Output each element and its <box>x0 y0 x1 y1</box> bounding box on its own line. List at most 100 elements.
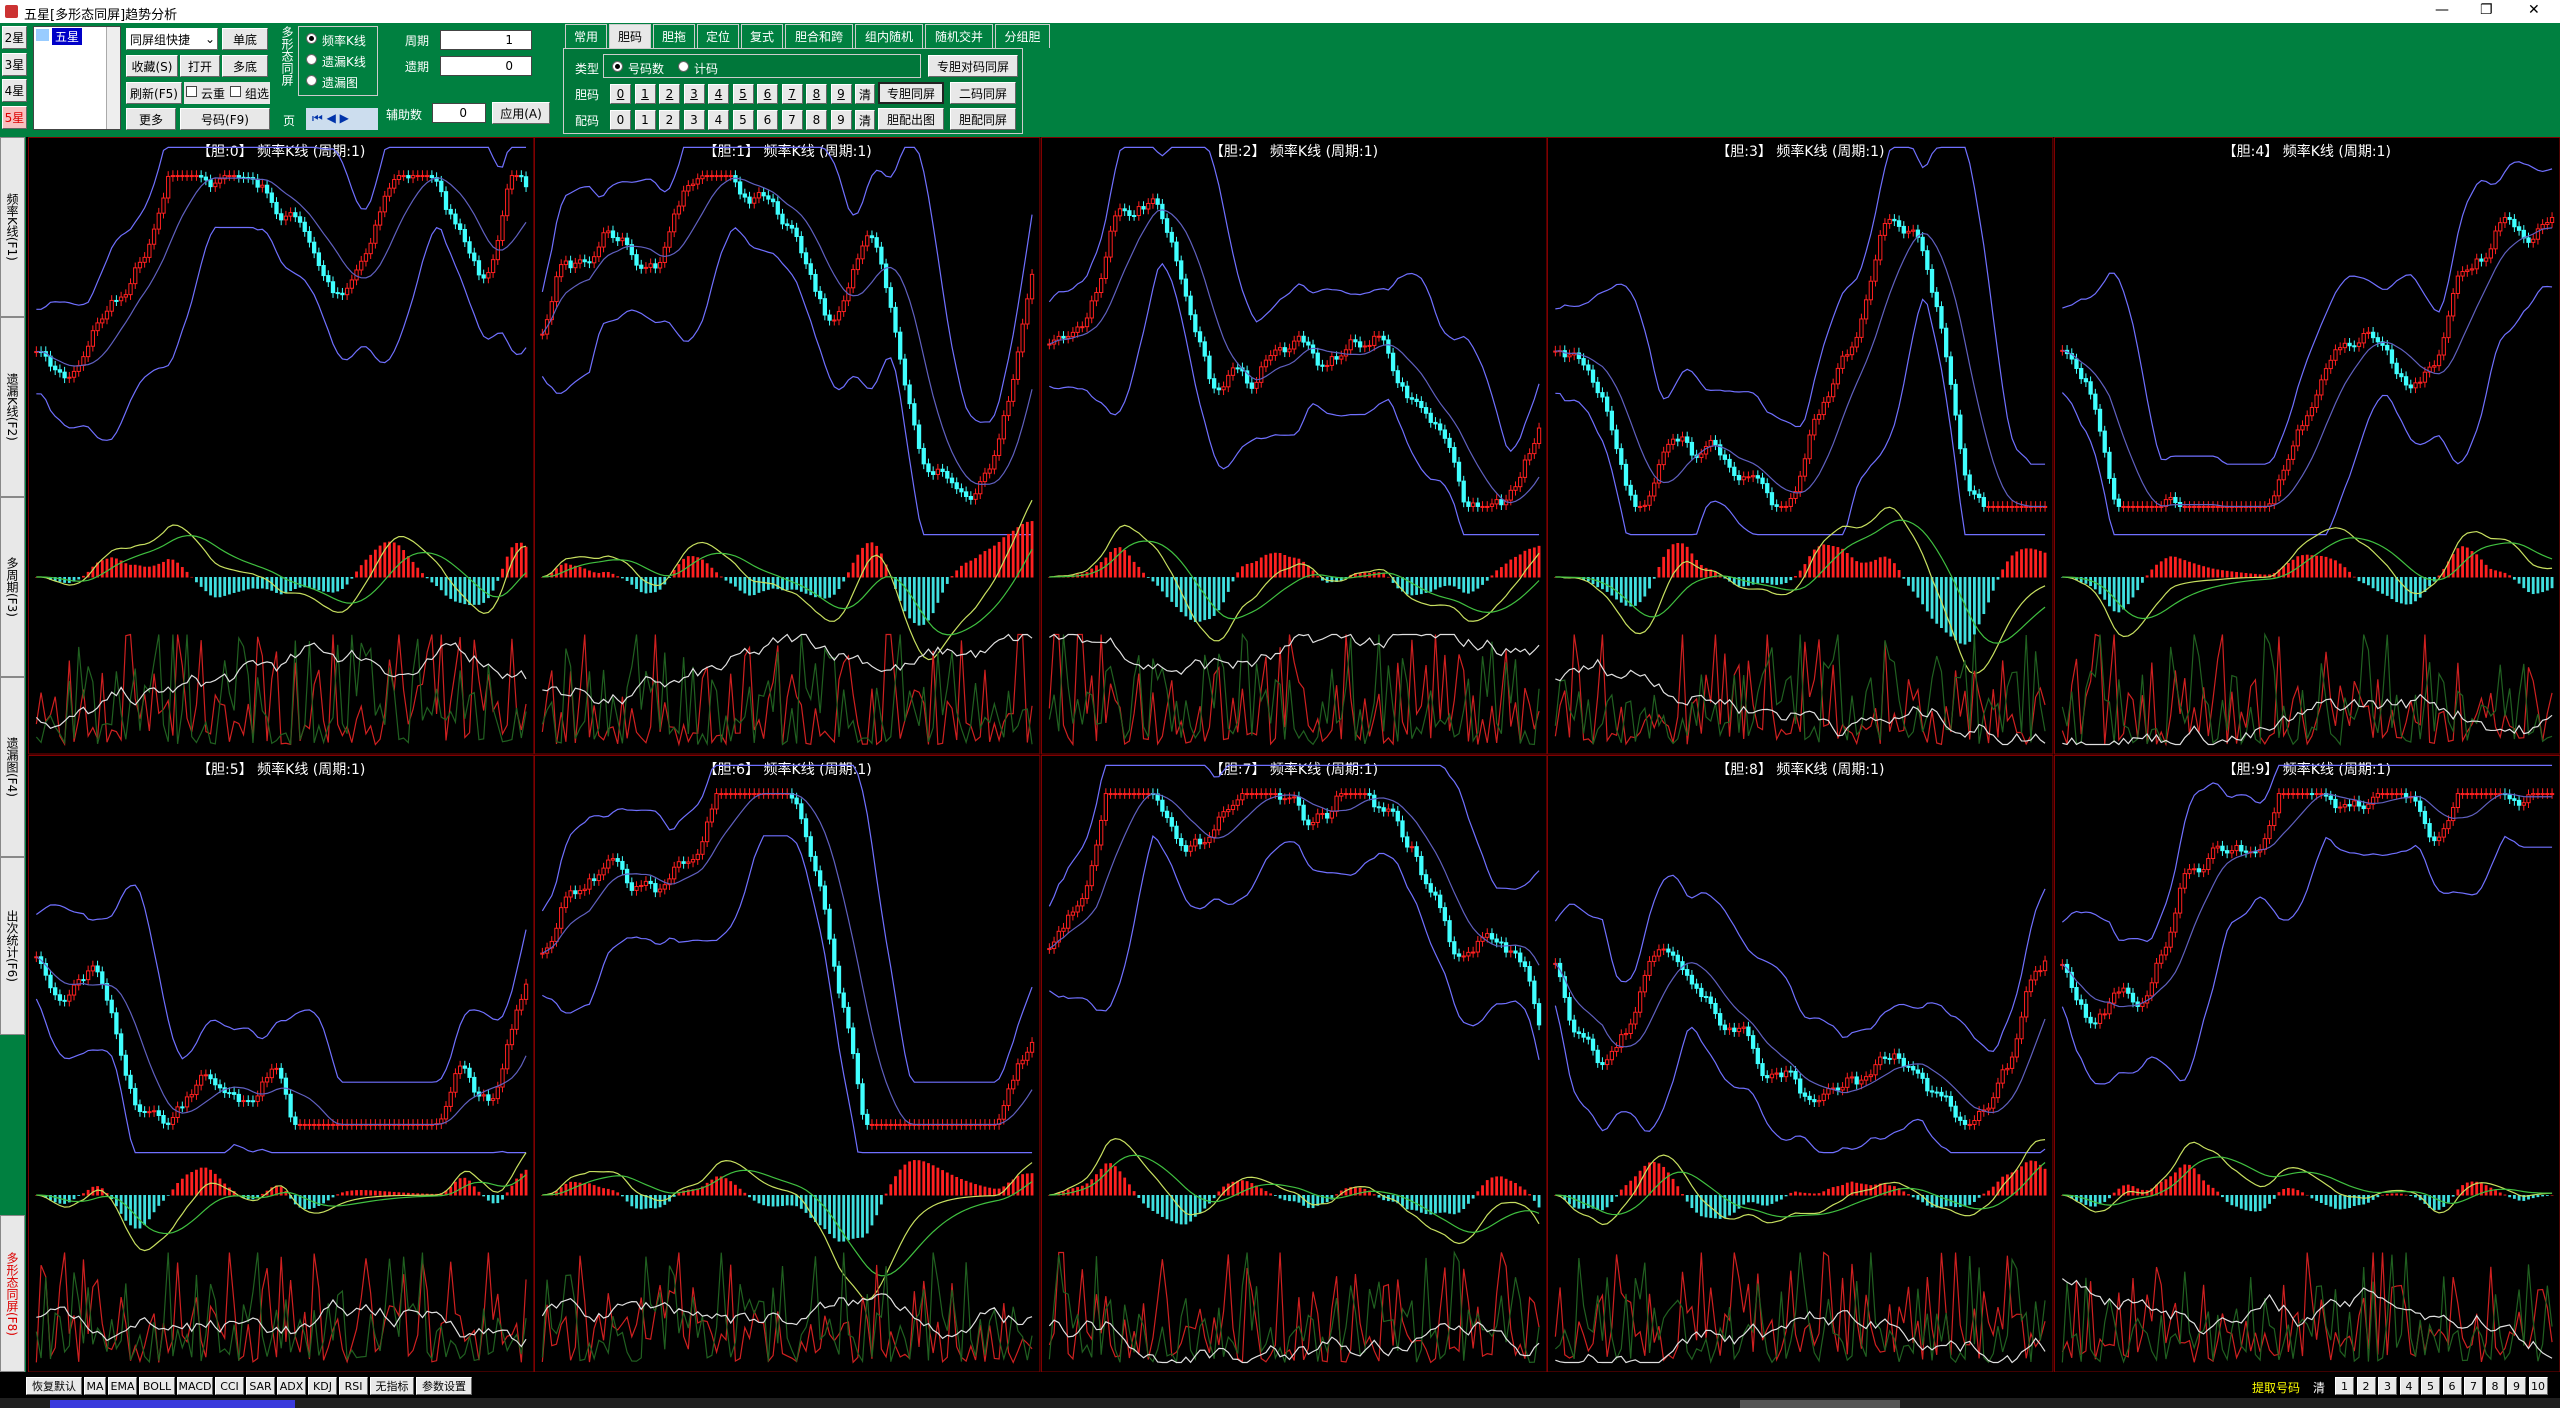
digit-button[interactable]: 2 <box>659 84 680 104</box>
button[interactable]: 收藏(S) <box>126 55 178 77</box>
close[interactable]: ✕ <box>2528 2 2540 18</box>
candle <box>208 1073 213 1079</box>
indicator-button[interactable]: 无指标 <box>370 1377 414 1395</box>
button[interactable]: 号码(F9) <box>180 108 270 130</box>
digit-button[interactable]: 9 <box>830 84 852 104</box>
digit-button[interactable]: 8 <box>806 84 827 104</box>
digit-button[interactable]: 1 <box>634 110 656 130</box>
indicator-button[interactable]: MA <box>84 1377 106 1395</box>
indicator-button[interactable]: KDJ <box>308 1377 337 1395</box>
button[interactable]: 胆配出图 <box>878 108 944 130</box>
tab[interactable]: 胆合和跨 <box>785 24 853 48</box>
list-item[interactable]: 五星 <box>52 28 83 45</box>
macd-bar <box>157 1194 161 1206</box>
button[interactable]: 胆配同屏 <box>950 108 1016 130</box>
candle <box>472 252 477 262</box>
star-button[interactable]: 5星 <box>2 105 27 129</box>
candle <box>1305 341 1311 346</box>
restore[interactable]: ❐ <box>2480 2 2493 18</box>
button[interactable]: 刷新(F5) <box>126 82 182 104</box>
digit-button[interactable]: 6 <box>757 110 778 130</box>
tab[interactable]: 胆码 <box>609 24 651 48</box>
digit-button[interactable]: 3 <box>683 110 705 130</box>
tab[interactable]: 定位 <box>697 24 739 48</box>
number-button[interactable]: 2 <box>2356 1377 2376 1395</box>
minimize[interactable]: — <box>2435 2 2449 18</box>
radio[interactable]: 计码 <box>678 60 718 77</box>
scrollbar[interactable] <box>106 27 120 129</box>
radio[interactable]: 号码数 <box>612 60 664 77</box>
number-button[interactable]: 1 <box>2335 1377 2354 1395</box>
candle <box>1628 1023 1634 1034</box>
digit-button[interactable]: 4 <box>708 110 729 130</box>
star-button[interactable]: 4星 <box>2 79 27 102</box>
digit-button[interactable]: 9 <box>830 110 852 130</box>
radio[interactable]: 频率K线 <box>306 32 366 49</box>
button[interactable]: 应用(A) <box>492 102 550 124</box>
clear-button[interactable]: 清 <box>855 84 875 104</box>
page-nav[interactable]: ⏮ ◀ ▶ <box>306 108 378 130</box>
checkbox[interactable]: 云重 <box>186 85 225 102</box>
indicator-button[interactable]: 参数设置 <box>416 1377 472 1395</box>
side-tab[interactable]: 频率K线(F1) <box>0 137 25 317</box>
button[interactable]: 二码同屏 <box>950 82 1016 104</box>
number-button[interactable]: 7 <box>2464 1377 2483 1395</box>
number-button[interactable]: 4 <box>2399 1377 2419 1395</box>
indicator-button[interactable]: CCI <box>215 1377 244 1395</box>
side-tab[interactable]: 遗漏K线(F2) <box>0 317 25 497</box>
radio[interactable]: 遗漏图 <box>306 74 358 91</box>
number-button[interactable]: 10 <box>2528 1377 2548 1395</box>
button[interactable]: 多底 <box>222 55 268 77</box>
spin-input[interactable]: 0 <box>432 103 486 123</box>
button[interactable]: 打开 <box>180 55 220 77</box>
indicator-button[interactable]: SAR <box>246 1377 275 1395</box>
digit-button[interactable]: 6 <box>757 84 778 104</box>
indicator-button[interactable]: MACD <box>177 1377 213 1395</box>
digit-button[interactable]: 5 <box>732 84 754 104</box>
tab[interactable]: 分组胆 <box>995 24 1050 48</box>
digit-button[interactable]: 1 <box>634 84 656 104</box>
digit-button[interactable]: 5 <box>732 110 754 130</box>
number-button[interactable]: 5 <box>2421 1377 2440 1395</box>
tab[interactable]: 组内随机 <box>855 24 923 48</box>
number-button[interactable]: 6 <box>2442 1377 2462 1395</box>
number-button[interactable]: 3 <box>2378 1377 2397 1395</box>
side-tab[interactable]: 遗漏图(F4) <box>0 677 25 857</box>
tab[interactable]: 胆拖 <box>653 24 695 48</box>
indicator-button[interactable]: 恢复默认 <box>26 1377 82 1395</box>
tab[interactable]: 随机交并 <box>925 24 993 48</box>
digit-button[interactable]: 7 <box>781 110 803 130</box>
indicator-button[interactable]: RSI <box>339 1377 368 1395</box>
digit-button[interactable]: 3 <box>683 84 705 104</box>
indicator-button[interactable]: BOLL <box>139 1377 175 1395</box>
tab[interactable]: 常用 <box>565 24 607 48</box>
button[interactable]: 更多 <box>126 108 176 130</box>
number-button[interactable]: 9 <box>2507 1377 2526 1395</box>
button[interactable]: 专胆同屏 <box>878 82 944 104</box>
clear-button[interactable]: 清 <box>855 110 875 130</box>
radio[interactable]: 遗漏K线 <box>306 53 366 70</box>
digit-button[interactable]: 7 <box>781 84 803 104</box>
spin-input[interactable]: 0 <box>440 56 532 76</box>
digit-button[interactable]: 0 <box>610 84 631 104</box>
side-tab[interactable]: 多周期(F3) <box>0 497 25 677</box>
number-button[interactable]: 8 <box>2485 1377 2505 1395</box>
indicator-button[interactable]: EMA <box>108 1377 137 1395</box>
button[interactable]: 专胆对码同屏 <box>928 55 1018 77</box>
star-button[interactable]: 3星 <box>2 52 27 76</box>
digit-button[interactable]: 8 <box>806 110 827 130</box>
star-button[interactable]: 2星 <box>2 26 27 49</box>
side-tab[interactable]: 多形态同屏(F8) <box>0 1215 25 1372</box>
side-tab[interactable]: 出次统计(F6) <box>0 857 25 1035</box>
digit-button[interactable]: 2 <box>659 110 680 130</box>
tab[interactable]: 复式 <box>741 24 783 48</box>
candle <box>1437 894 1443 908</box>
combo[interactable]: 同屏组快捷 ⌄ <box>126 28 218 50</box>
button[interactable]: 单底 <box>222 28 268 50</box>
indicator-button[interactable]: ADX <box>277 1377 306 1395</box>
list-box[interactable]: 五星 <box>33 26 121 130</box>
digit-button[interactable]: 0 <box>610 110 631 130</box>
digit-button[interactable]: 4 <box>708 84 729 104</box>
checkbox[interactable]: 组选 <box>230 85 269 102</box>
spin-input[interactable]: 1 <box>440 30 532 50</box>
